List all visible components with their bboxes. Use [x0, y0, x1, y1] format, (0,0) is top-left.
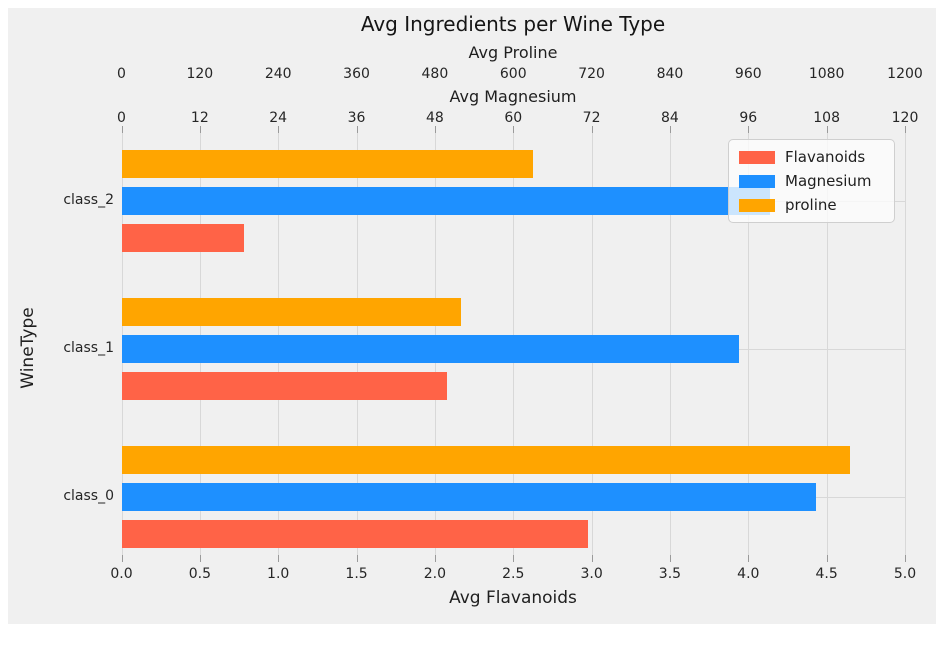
magnesium-tick-mark	[826, 126, 828, 133]
proline-tick-label: 1080	[808, 66, 845, 82]
flavanoids-tick-mark	[434, 555, 436, 562]
magnesium-tick-label: 84	[661, 110, 679, 126]
proline-tick-label: 0	[117, 66, 126, 82]
legend-swatch-magnesium	[739, 174, 775, 188]
axis-label-winetype: WineType	[18, 307, 38, 389]
magnesium-tick-label: 96	[739, 110, 758, 126]
magnesium-tick-mark	[278, 126, 280, 133]
proline-tick-label: 120	[186, 66, 214, 82]
plot-area	[121, 133, 906, 555]
flavanoids-tick-mark	[513, 555, 515, 562]
axis-label-proline: Avg Proline	[468, 43, 558, 62]
bar-flavanoids-class_2	[121, 224, 244, 252]
bar-flavanoids-class_0	[121, 520, 589, 548]
proline-tick-label: 240	[264, 66, 292, 82]
bar-proline-class_0	[121, 446, 850, 474]
flavanoids-tick-mark	[199, 555, 201, 562]
magnesium-tick-label: 108	[813, 110, 841, 126]
chart-figure: Avg Ingredients per Wine Type Avg Prolin…	[8, 8, 936, 624]
magnesium-tick-label: 0	[117, 110, 126, 126]
flavanoids-tick-mark	[826, 555, 828, 562]
flavanoids-tick-mark	[121, 555, 123, 562]
chart-title: Avg Ingredients per Wine Type	[360, 12, 666, 36]
flavanoids-tick-row: 0.0 0.5 1.0 1.5 2.0 2.5 3.0 3.5 4.0 4.5 5.0	[8, 566, 936, 584]
flavanoids-tick-mark	[278, 555, 280, 562]
magnesium-tick-label: 72	[582, 110, 601, 126]
proline-tick-label: 600	[499, 66, 527, 82]
category-label-class_1: class_1	[63, 340, 114, 356]
magnesium-tick-row: 0 12 24 36 48 60 72 84 96 108 120	[8, 110, 936, 128]
flavanoids-tick-label: 3.0	[580, 566, 603, 582]
flavanoids-tick-label: 4.5	[815, 566, 838, 582]
flavanoids-tick-label: 0.5	[188, 566, 211, 582]
magnesium-tick-label: 36	[347, 110, 366, 126]
legend: Flavanoids Magnesium proline	[728, 139, 895, 223]
vertical-gridline	[826, 133, 828, 555]
bar-proline-class_2	[121, 150, 533, 178]
flavanoids-tick-label: 2.0	[423, 566, 447, 582]
bar-magnesium-class_1	[121, 335, 739, 363]
bar-flavanoids-class_1	[121, 372, 448, 400]
magnesium-tick-mark	[748, 126, 750, 133]
proline-tick-label: 960	[734, 66, 762, 82]
axis-label-magnesium: Avg Magnesium	[449, 87, 577, 106]
vertical-gridline	[905, 133, 906, 555]
magnesium-tick-mark	[905, 126, 906, 133]
proline-tick-label: 840	[656, 66, 684, 82]
legend-row-flavanoids: Flavanoids	[739, 148, 884, 166]
category-label-class_2: class_2	[63, 192, 114, 208]
flavanoids-tick-label: 1.0	[267, 566, 290, 582]
flavanoids-tick-label: 5.0	[893, 566, 917, 582]
proline-tick-label: 480	[421, 66, 449, 82]
magnesium-tick-mark	[669, 126, 671, 133]
flavanoids-tick-label: 2.5	[502, 566, 525, 582]
magnesium-tick-label: 12	[190, 110, 209, 126]
flavanoids-tick-mark	[905, 555, 906, 562]
flavanoids-tick-mark	[748, 555, 750, 562]
magnesium-tick-mark	[199, 126, 201, 133]
magnesium-tick-label: 24	[269, 110, 288, 126]
legend-swatch-proline	[739, 198, 775, 212]
category-label-class_0: class_0	[63, 488, 114, 504]
flavanoids-tick-mark	[669, 555, 671, 562]
bar-magnesium-class_0	[121, 483, 816, 511]
flavanoids-tick-label: 1.5	[345, 566, 368, 582]
flavanoids-tick-label: 4.0	[737, 566, 760, 582]
flavanoids-tick-mark	[591, 555, 593, 562]
bar-proline-class_1	[121, 298, 461, 326]
axis-label-flavanoids: Avg Flavanoids	[449, 588, 577, 608]
legend-row-proline: proline	[739, 196, 884, 214]
magnesium-tick-mark	[513, 126, 515, 133]
legend-label-proline: proline	[785, 196, 837, 214]
flavanoids-tick-label: 0.0	[110, 566, 133, 582]
legend-label-magnesium: Magnesium	[785, 172, 872, 190]
proline-tick-label: 1200	[887, 66, 923, 82]
bar-magnesium-class_2	[121, 187, 770, 215]
magnesium-tick-mark	[121, 126, 123, 133]
legend-row-magnesium: Magnesium	[739, 172, 884, 190]
magnesium-tick-mark	[356, 126, 358, 133]
magnesium-tick-label: 60	[504, 110, 523, 126]
proline-tick-row: 0 120 240 360 480 600 720 840 960 1080 1200	[8, 66, 936, 84]
proline-tick-label: 720	[578, 66, 605, 82]
vertical-gridline	[748, 133, 750, 555]
magnesium-tick-mark	[591, 126, 593, 133]
legend-label-flavanoids: Flavanoids	[785, 148, 866, 166]
magnesium-tick-mark	[434, 126, 436, 133]
proline-tick-label: 360	[343, 66, 370, 82]
flavanoids-tick-mark	[356, 555, 358, 562]
magnesium-tick-label: 48	[425, 110, 444, 126]
flavanoids-tick-label: 3.5	[658, 566, 682, 582]
magnesium-tick-label: 120	[891, 110, 919, 126]
legend-swatch-flavanoids	[739, 150, 775, 164]
